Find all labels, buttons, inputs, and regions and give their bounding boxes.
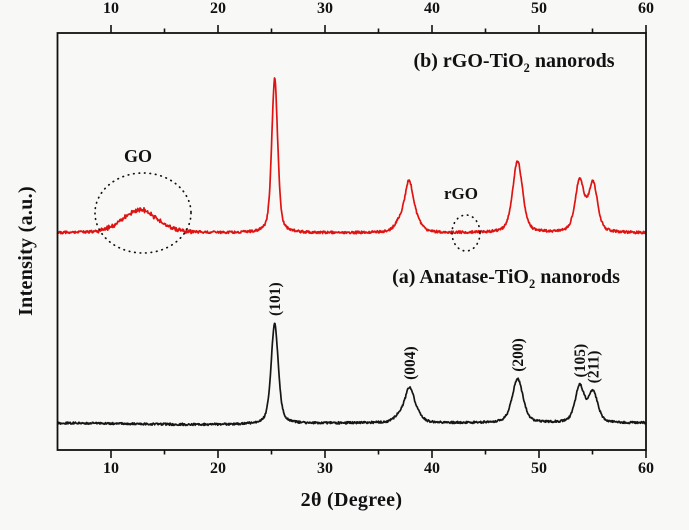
axis-frame [56, 32, 647, 451]
x-tick-label-bot-40: 40 [424, 460, 440, 477]
series-b-label-prefix: (b) rGO-TiO [413, 50, 524, 72]
series-a-label-subscript: 2 [528, 277, 536, 291]
x-axis-title: 2θ (Degree) [300, 489, 403, 511]
series-a-label-prefix: (a) Anatase-TiO [392, 266, 529, 288]
peak-label-211: (211) [586, 351, 603, 384]
x-tick-label-top-30: 30 [317, 0, 333, 17]
series-a-label-suffix: nanorods [535, 266, 620, 288]
x-tick-label-bot-50: 50 [531, 460, 547, 477]
curve-rgo-tio2 [56, 77, 647, 235]
peak-label-004: (004) [402, 346, 419, 380]
curve-anatase-tio2 [57, 322, 647, 427]
peak-label-200: (200) [510, 338, 527, 372]
series-a-label: (a) Anatase-TiO2 nanorods [341, 264, 671, 297]
go-annotation-label: GO [123, 146, 152, 166]
x-tick-label-top-20: 20 [210, 0, 226, 17]
x-tick-label-bot-30: 30 [317, 460, 333, 477]
go-dotted-circle [94, 172, 192, 254]
series-b-label-suffix: nanorods [529, 50, 615, 72]
x-tick-label-top-10: 10 [103, 0, 119, 17]
x-tick-label-top-40: 40 [424, 0, 440, 17]
axis-ticks [110, 25, 647, 458]
x-tick-label-top-60: 60 [638, 0, 654, 17]
peak-label-101: (101) [267, 282, 284, 316]
x-tick-label-bot-60: 60 [638, 460, 654, 477]
x-tick-label-bot-10: 10 [103, 460, 119, 477]
peak-label-105: (105) [572, 344, 589, 378]
x-tick-label-top-50: 50 [531, 0, 547, 17]
series-b-label: (b) rGO-TiO2 nanorods [349, 48, 679, 81]
series-b-label-subscript: 2 [523, 61, 530, 75]
rgo-dotted-circle [451, 214, 481, 252]
rgo-annotation-label: rGO [444, 184, 478, 203]
y-axis-title: Intensity (a.u.) [15, 186, 37, 316]
x-tick-label-bot-20: 20 [210, 460, 226, 477]
